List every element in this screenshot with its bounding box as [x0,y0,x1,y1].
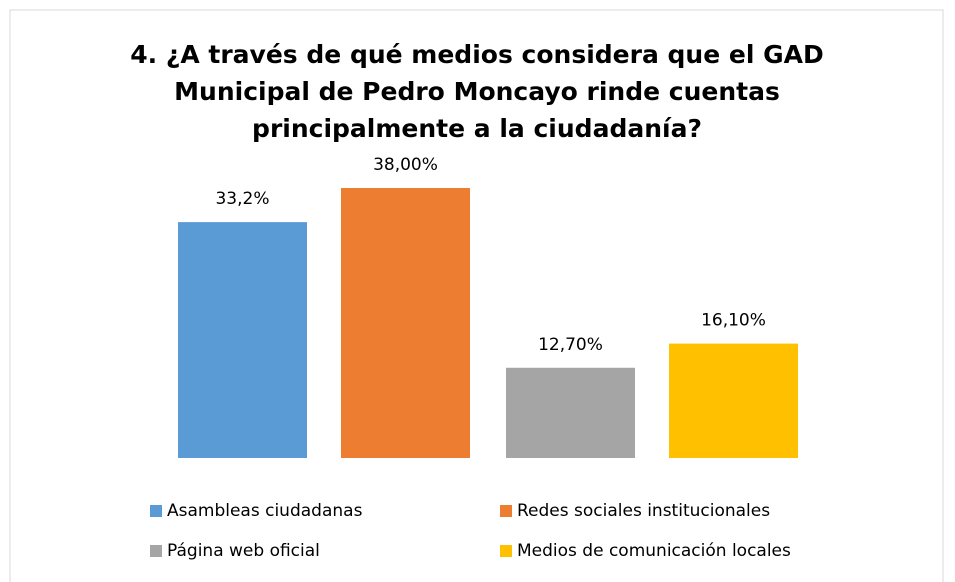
data-label: 12,70% [538,335,603,355]
bar [669,343,798,458]
legend-label: Asambleas ciudadanas [167,501,363,521]
chart-frame [9,9,944,582]
legend-label: Página web oficial [167,541,320,561]
legend-swatch [150,505,162,517]
data-label: 16,10% [701,311,766,331]
data-label: 33,2% [215,189,269,209]
legend-swatch [500,505,512,517]
chart-title: Municipal de Pedro Moncayo rinde cuentas [174,77,780,106]
legend-label: Medios de comunicación locales [517,541,791,561]
bar [341,188,470,458]
bar [506,367,635,458]
bar [178,222,307,458]
chart-title: principalmente a la ciudadanía? [252,114,702,143]
data-label: 38,00% [373,155,438,175]
legend-swatch [500,545,512,557]
legend-label: Redes sociales institucionales [517,501,770,521]
chart-title: 4. ¿A través de qué medios considera que… [130,40,823,69]
legend-swatch [150,545,162,557]
